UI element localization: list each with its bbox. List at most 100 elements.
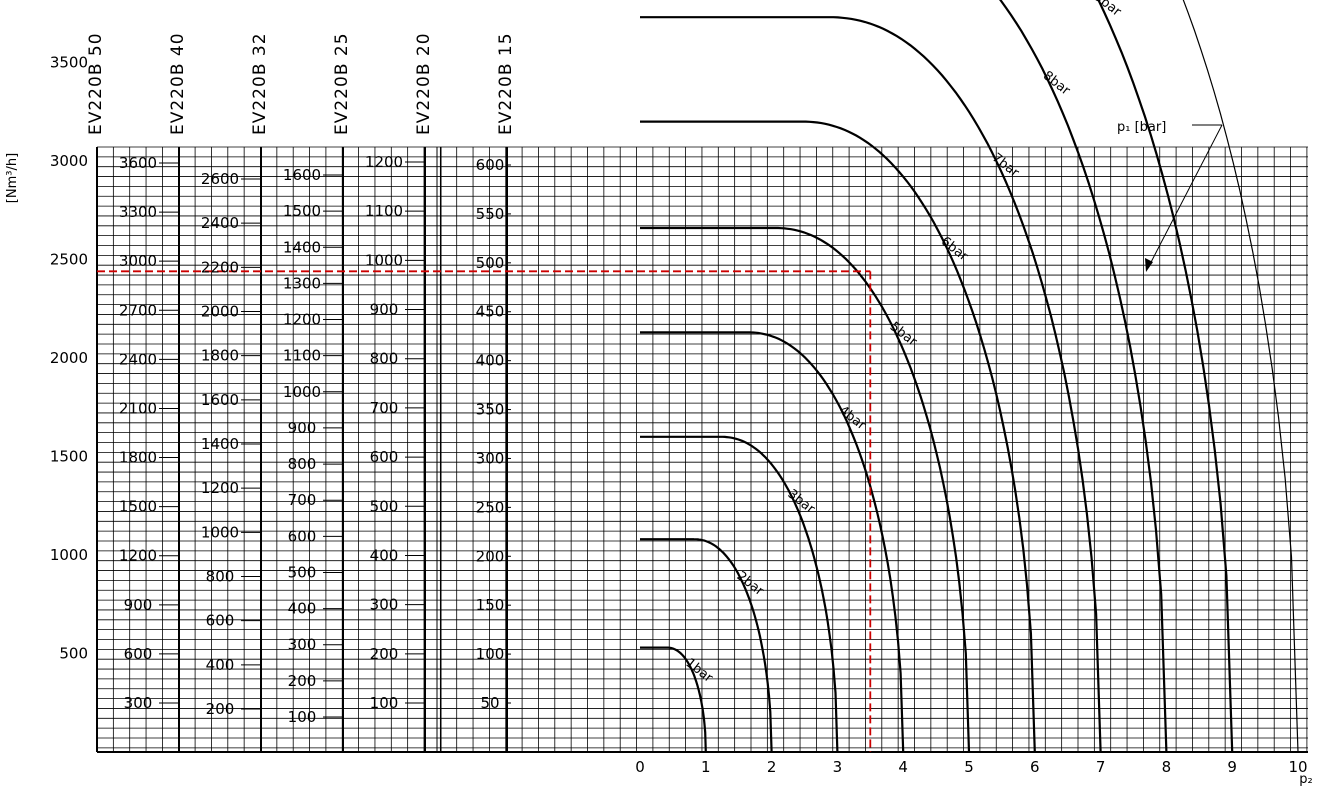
curve-label: 1bar: [683, 656, 716, 687]
valve-scale-tick-label: 1800: [119, 449, 157, 467]
valve-scale-tick-label: 2400: [201, 214, 239, 232]
valve-scale-tick-label: 1500: [283, 202, 321, 220]
pressure-curve: [640, 538, 773, 753]
valve-scale-tick-label: 350: [476, 401, 505, 419]
x-tick-label: 1: [701, 758, 711, 776]
valve-scale-tick-label: 250: [476, 498, 505, 516]
valve-scale-tick-label: 1600: [201, 391, 239, 409]
y-tick-label: 500: [59, 645, 88, 663]
y-tick-label: 3000: [50, 152, 88, 170]
valve-scale-tick-label: 200: [476, 547, 505, 565]
valve-scale-header: EV220B 15: [496, 32, 516, 135]
valve-scale-tick-label: 1600: [283, 166, 321, 184]
valve-scale-tick-label: 900: [288, 419, 317, 437]
valve-scale-tick-label: 800: [370, 350, 399, 368]
x-tick-label: 7: [1096, 758, 1106, 776]
x-tick-label: 10: [1288, 758, 1307, 776]
valve-scale-tick-label: 600: [206, 612, 235, 630]
valve-scale-tick-label: 300: [370, 596, 399, 614]
pressure-curve: [999, 0, 1168, 753]
valve-scale-tick-label: 600: [476, 156, 505, 174]
valve-scale-header: EV220B 20: [414, 32, 434, 135]
valve-scale-tick-label: 1200: [283, 311, 321, 329]
x-tick-label: 2: [767, 758, 777, 776]
valve-scale-tick-label: 2700: [119, 301, 157, 319]
pressure-curve: [640, 120, 1036, 753]
curve-label: 2bar: [734, 569, 767, 600]
valve-scale-tick-label: 300: [288, 636, 317, 654]
x-axis-label: p₂: [1299, 772, 1312, 787]
valve-scale-tick-label: 700: [288, 491, 317, 509]
valve-scale-tick-label: 100: [476, 645, 505, 663]
valve-scale-tick-label: 3600: [119, 154, 157, 172]
y-tick-label: 1500: [50, 448, 88, 466]
valve-scale-header: EV220B 32: [250, 32, 270, 135]
valve-scale-tick-label: 600: [124, 645, 153, 663]
pressure-curve: [640, 435, 839, 753]
valve-scale-tick-label: 400: [370, 546, 399, 564]
valve-scale-tick-label: 2400: [119, 350, 157, 368]
valve-scale-tick-label: 1000: [365, 251, 403, 269]
x-tick-label: 5: [964, 758, 974, 776]
valve-scale-tick-label: 150: [476, 596, 505, 614]
x-tick-label: 8: [1162, 758, 1172, 776]
valve-scale-tick-label: 1200: [119, 547, 157, 565]
valve-scale-tick-label: 1400: [201, 435, 239, 453]
valve-scale-tick-label: 50: [480, 694, 499, 712]
valve-scale-header: EV220B 50: [86, 32, 106, 135]
valve-scale-tick-label: 200: [206, 700, 235, 718]
valve-scale-tick-label: 1100: [283, 347, 321, 365]
valve-scale-tick-label: 3000: [119, 252, 157, 270]
p1-pointer-line: [1147, 124, 1223, 269]
y-tick-label: 1000: [50, 546, 88, 564]
valve-scale-tick-label: 400: [476, 352, 505, 370]
y-axis-label: [Nm³/h]: [5, 153, 20, 203]
valve-scale-tick-label: 2200: [201, 258, 239, 276]
valve-scale-tick-label: 1200: [201, 479, 239, 497]
valve-scale-header: EV220B 25: [332, 32, 352, 135]
pressure-curve: [1097, 0, 1234, 753]
curve-label: 6bar: [938, 234, 971, 265]
valve-scale-tick-label: 1500: [119, 498, 157, 516]
pressure-curve: [640, 331, 905, 753]
valve-scale-tick-label: 1800: [201, 347, 239, 365]
valve-scale-tick-label: 100: [288, 708, 317, 726]
valve-scale-tick-label: 3300: [119, 203, 157, 221]
grid: [96, 146, 1308, 752]
example-reading: [97, 270, 872, 752]
valve-scale-tick-label: 550: [476, 205, 505, 223]
valve-scale-tick-label: 1000: [283, 383, 321, 401]
curve-label: 3bar: [785, 487, 818, 518]
valve-scale-tick-label: 800: [288, 455, 317, 473]
pressure-curve: [640, 16, 1102, 753]
valve-scale-tick-label: 400: [206, 656, 235, 674]
x-tick-label: 6: [1030, 758, 1040, 776]
p1-label: p₁ [bar]: [1117, 120, 1166, 135]
valve-scale-tick-label: 1100: [365, 202, 403, 220]
pressure-curve: [1182, 0, 1299, 753]
valve-scale-tick-label: 700: [370, 399, 399, 417]
valve-scale-tick-label: 300: [476, 449, 505, 467]
pressure-curve: [640, 646, 707, 753]
y-tick-label: 3500: [50, 54, 88, 72]
curve-label: 8bar: [1040, 68, 1073, 99]
valve-scale-tick-label: 900: [370, 301, 399, 319]
valve-scale-tick-label: 1400: [283, 238, 321, 256]
valve-scale-tick-label: 600: [370, 448, 399, 466]
valve-scale-tick-label: 2000: [201, 303, 239, 321]
valve-scale-tick-label: 900: [124, 596, 153, 614]
scale-dividers: [96, 147, 1308, 753]
x-tick-label: 4: [898, 758, 908, 776]
p1-arrow-head: [1145, 258, 1153, 272]
valve-scale-tick-label: 300: [124, 694, 153, 712]
y-tick-label: 2500: [50, 251, 88, 269]
valve-scale-tick-label: 500: [476, 254, 505, 272]
valve-scale-tick-label: 800: [206, 568, 235, 586]
valve-scale-tick-label: 200: [370, 645, 399, 663]
valve-scale-tick-label: 200: [288, 672, 317, 690]
x-tick-label: 3: [833, 758, 843, 776]
x-tick-label: 0: [635, 758, 645, 776]
pressure-curve: [640, 226, 971, 753]
valve-scale-tick-label: 500: [370, 497, 399, 515]
